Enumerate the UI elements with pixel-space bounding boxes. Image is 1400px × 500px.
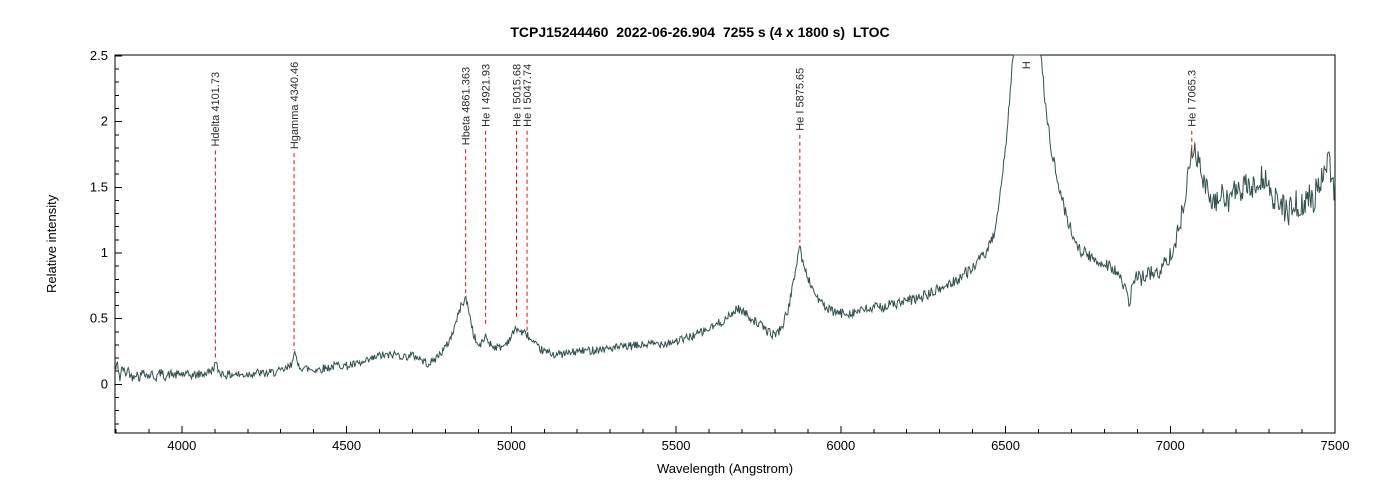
x-tick-label: 7000: [1156, 438, 1185, 453]
x-tick-label: 7500: [1321, 438, 1350, 453]
spectral-line-label: He I 5015.68: [511, 64, 523, 127]
y-tick-label: 0.5: [90, 311, 108, 326]
y-tick-label: 1.5: [90, 179, 108, 194]
x-tick-label: 4500: [332, 438, 361, 453]
spectral-line-label: He I 4921.93: [480, 64, 492, 127]
x-tick-label: 5000: [497, 438, 526, 453]
x-tick-label: 6500: [991, 438, 1020, 453]
x-tick-label: 5500: [662, 438, 691, 453]
y-tick-label: 0: [101, 376, 108, 391]
spectral-line-label: H: [1021, 61, 1033, 69]
spectral-line-label: Hdelta 4101.73: [210, 72, 222, 147]
spectral-line-label: He I 7065.3: [1187, 70, 1199, 127]
y-tick-label: 1: [101, 245, 108, 260]
x-axis-label: Wavelength (Angstrom): [656, 461, 794, 476]
chart-title: TCPJ15244460 2022-06-26.904 7255 s (4 x …: [510, 24, 890, 40]
spectral-line-label: Hgamma 4340.46: [289, 62, 301, 149]
spectral-line-label: He I 5047.74: [522, 64, 534, 127]
y-tick-label: 2.5: [90, 48, 108, 63]
plot-frame: [114, 54, 1336, 434]
spectral-line-label: He I 5875.65: [795, 68, 807, 131]
y-tick-label: 2: [101, 114, 108, 129]
x-tick-label: 4000: [167, 438, 196, 453]
spectrum-line: [114, 54, 1336, 383]
spectral-line-label: Hbeta 4861.363: [461, 67, 473, 145]
x-tick-label: 6000: [826, 438, 855, 453]
